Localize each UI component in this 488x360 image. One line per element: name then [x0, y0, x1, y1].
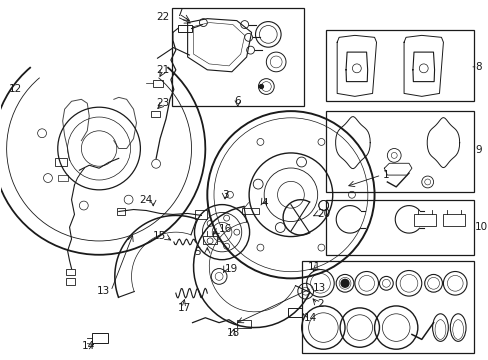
Bar: [153, 80, 163, 86]
Text: 12: 12: [9, 85, 22, 94]
Bar: [287, 308, 301, 317]
Text: 2: 2: [317, 299, 324, 309]
Text: 10: 10: [474, 222, 487, 232]
Bar: [65, 278, 75, 285]
Bar: [413, 215, 435, 226]
Text: 14: 14: [303, 313, 316, 323]
Bar: [241, 208, 259, 215]
Bar: [178, 24, 191, 32]
Text: 16: 16: [219, 224, 232, 234]
Text: 18: 18: [226, 328, 240, 338]
Text: 6: 6: [234, 96, 241, 106]
Text: 15: 15: [152, 231, 165, 241]
Text: 5: 5: [194, 247, 201, 257]
Bar: [92, 333, 108, 343]
Bar: [195, 210, 207, 219]
Text: 14: 14: [81, 341, 94, 351]
Text: 13: 13: [97, 286, 110, 296]
Text: 11: 11: [307, 262, 320, 271]
Text: 9: 9: [474, 145, 481, 156]
Text: 7: 7: [176, 8, 182, 18]
Bar: [301, 261, 473, 353]
Bar: [151, 111, 160, 117]
Bar: [58, 175, 67, 181]
Circle shape: [259, 85, 263, 89]
Text: 13: 13: [312, 283, 325, 293]
Text: 24: 24: [140, 195, 153, 205]
Bar: [443, 215, 464, 226]
Bar: [55, 158, 66, 166]
Bar: [203, 236, 217, 244]
Text: 3: 3: [221, 190, 228, 200]
Bar: [325, 200, 473, 255]
Bar: [325, 31, 473, 101]
Text: 17: 17: [178, 303, 191, 313]
Text: 23: 23: [156, 98, 169, 108]
Text: 21: 21: [156, 65, 169, 75]
Text: 1: 1: [382, 170, 388, 180]
Bar: [236, 320, 250, 328]
Text: 19: 19: [224, 264, 238, 274]
Text: 4: 4: [261, 198, 267, 208]
Text: 22: 22: [156, 12, 169, 22]
Bar: [325, 111, 473, 192]
Bar: [117, 208, 124, 215]
Bar: [65, 269, 75, 275]
Circle shape: [341, 279, 348, 287]
Bar: [171, 8, 303, 106]
Text: 8: 8: [474, 62, 481, 72]
Text: 20: 20: [317, 210, 330, 220]
